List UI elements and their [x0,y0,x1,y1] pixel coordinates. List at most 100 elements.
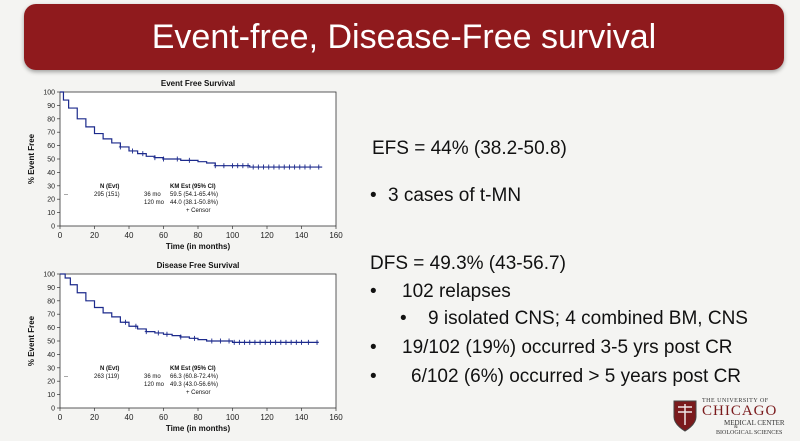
uchicago-logo: THE UNIVERSITY OF CHICAGO MEDICAL CENTER… [672,397,796,437]
censor-mark [308,164,312,170]
plot-area [59,273,337,409]
y-tick-label: 90 [47,103,55,110]
censor-mark [236,163,240,169]
censor-mark [279,339,283,345]
efs-bullet-text: 3 cases of t-MN [388,185,522,206]
y-tick-label: 50 [47,157,55,164]
x-tick-label: 40 [125,413,134,422]
plot-area [59,91,337,227]
censor-mark [268,339,272,345]
logo-bio: BIOLOGICAL SCIENCES [716,430,783,436]
y-tick-label: 70 [47,312,55,319]
censor-mark [156,330,160,336]
censor-mark [267,164,271,170]
bullet-glyph: • [370,337,377,358]
x-tick-label: 80 [194,231,203,240]
censor-mark [153,155,157,161]
censor-mark [243,339,247,345]
stats-header-km: KM Est (95% CI) [170,184,216,190]
dfs-chart: Disease Free Survival 0 20 40 60 80 100 120 140 1… [20,258,350,438]
censor-mark [293,164,297,170]
y-tick-label: 30 [47,365,55,372]
y-tick-label: 10 [47,210,55,217]
censor-mark [262,164,266,170]
x-tick-label: 100 [226,413,240,422]
censor-mark [241,163,245,169]
bullet-glyph: • [400,308,407,329]
stats-row-est: 44.0 (38.1-50.8%) [170,200,218,206]
x-tick-label: 20 [90,231,99,240]
x-tick-label: 120 [260,413,274,422]
logo-amp: & [734,425,738,430]
x-tick-label: 140 [295,413,309,422]
censor-mark [303,164,307,170]
relapse-3-5yr-text: 19/102 (19%) occurred 3-5 yrs post CR [402,337,733,358]
stats-row-est: 59.5 (54.1-65.4%) [170,192,218,198]
x-axis-label: Time (in months) [166,242,231,251]
efs-line: EFS = 44% (38.2-50.8) [372,138,567,159]
y-tick-label: 70 [47,130,55,137]
y-tick-label: 0 [51,224,55,231]
bullet-glyph: • [370,281,377,302]
censor-mark [118,144,122,150]
y-tick-label: 0 [51,406,55,413]
x-axis-label: Time (in months) [166,424,231,433]
stats-row-marker: -- [64,192,68,198]
censor-mark [179,334,183,340]
censor-mark [187,157,191,163]
censor-mark [175,156,179,162]
censor-mark [218,338,222,344]
x-tick-label: 100 [226,231,240,240]
censor-mark [231,163,234,169]
censor-mark [193,335,197,341]
stats-row-time: 120 mo [144,382,165,388]
censor-mark [162,156,165,162]
stats-header-km: KM Est (95% CI) [170,366,216,372]
censor-mark [298,164,302,170]
stats-row-est: 49.3 (43.0-56.6%) [170,382,218,388]
y-tick-label: 50 [47,339,55,346]
censor-mark [253,339,257,345]
censor-mark [141,151,145,157]
stats-row-marker: -- [64,374,68,380]
censor-legend: + Censor [186,390,211,396]
censor-mark [213,163,217,169]
censor-mark [144,329,148,335]
censor-mark [124,319,128,325]
x-tick-label: 60 [159,413,168,422]
x-tick-label: 80 [194,413,203,422]
stats-row-time: 36 mo [144,374,161,380]
censor-mark [237,339,241,345]
censor-mark [263,339,267,345]
y-tick-label: 60 [47,143,55,150]
logo-medical: MEDICAL CENTER [724,419,785,427]
x-tick-label: 120 [260,231,274,240]
relapse-5yr-text: 6/102 (6%) occurred > 5 years post CR [411,366,742,387]
censor-legend: + Censor [186,208,211,214]
stats-row-est: 66.3 (60.8-72.4%) [170,374,218,380]
logo-name: CHICAGO [702,403,778,419]
censor-mark [306,339,310,345]
censor-mark [294,339,298,345]
y-tick-label: 80 [47,298,55,305]
dfs-line: DFS = 49.3% (43-56.7) [370,253,566,274]
x-tick-label: 0 [58,231,63,240]
y-tick-label: 20 [47,379,55,386]
censor-mark [289,339,293,345]
stats-row-time: 120 mo [144,200,165,206]
x-tick-label: 40 [125,231,134,240]
censor-mark [284,339,288,345]
censor-mark [315,339,319,345]
x-tick-label: 0 [58,413,63,422]
censor-mark [258,339,262,345]
stats-row-time: 36 mo [144,192,161,198]
y-axis-label: % Event Free [27,133,36,184]
censor-mark [248,339,252,345]
censor-mark [134,323,138,329]
censor-mark [130,148,134,154]
y-tick-label: 40 [47,170,55,177]
censor-mark [272,164,276,170]
x-tick-label: 20 [90,413,99,422]
